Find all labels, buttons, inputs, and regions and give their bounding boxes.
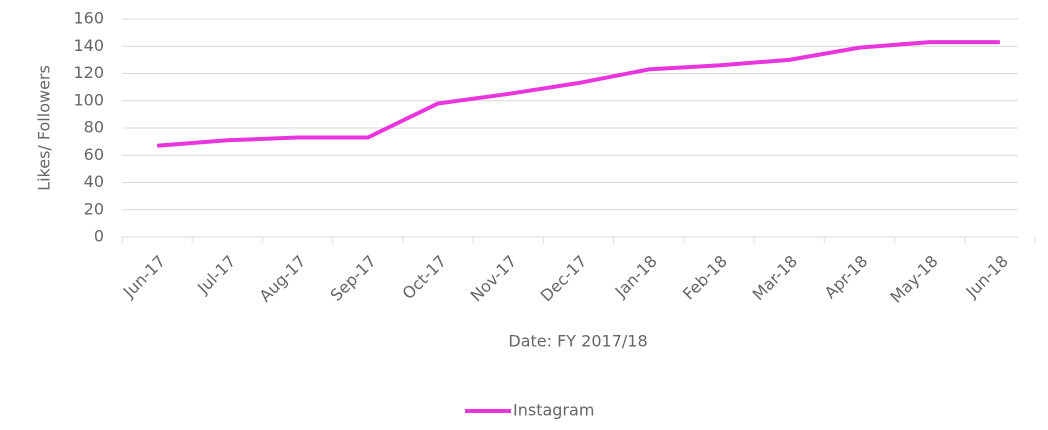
x-tick-label: Jun-18 [962, 252, 1012, 302]
y-tick-label: 0 [94, 227, 104, 246]
y-tick-label: 100 [73, 90, 104, 109]
y-tick-label: 80 [84, 118, 104, 137]
x-tick-label: Jun-17 [119, 252, 169, 302]
y-tick-label: 60 [84, 145, 104, 164]
x-tick-label: Dec-17 [537, 252, 591, 306]
x-tick-label: Mar-18 [749, 252, 802, 305]
y-tick-label: 40 [84, 172, 104, 191]
legend-label: Instagram [513, 401, 594, 420]
x-tick-label: Apr-18 [821, 252, 872, 303]
y-tick-label: 160 [73, 9, 104, 28]
x-tick-label: Sep-17 [327, 252, 380, 305]
x-tick-label: Jan-18 [611, 252, 661, 302]
y-axis-title: Likes/ Followers [35, 65, 54, 191]
x-axis-title: Date: FY 2017/18 [508, 332, 647, 351]
x-tick-label: May-18 [887, 252, 942, 307]
x-tick-label: Aug-17 [256, 252, 310, 306]
y-tick-label: 140 [73, 36, 104, 55]
x-tick-label: Nov-17 [467, 252, 521, 306]
line-series [156, 40, 1000, 148]
x-tick-label: Jul-17 [193, 252, 239, 298]
y-tick-label: 20 [84, 199, 104, 218]
y-tick-label: 120 [73, 63, 104, 82]
x-tick-label: Oct-17 [399, 252, 450, 303]
x-tick-label: Feb-18 [679, 252, 731, 304]
